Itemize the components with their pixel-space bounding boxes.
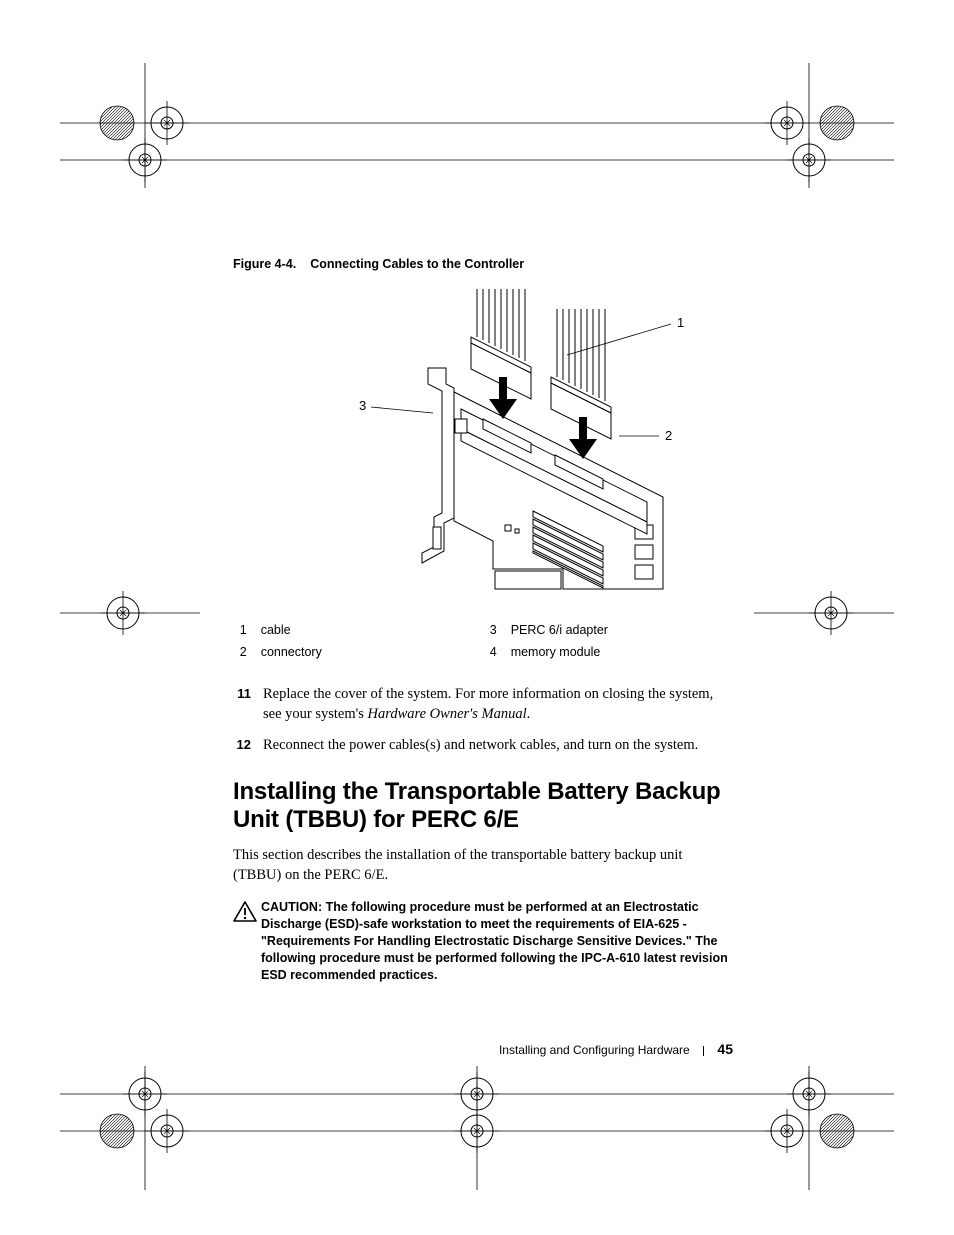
- step-text: Reconnect the power cables(s) and networ…: [263, 737, 698, 753]
- key-label: cable: [257, 619, 483, 641]
- step-text-em: Hardware Owner's Manual: [368, 706, 527, 722]
- step-text-post: .: [527, 706, 531, 722]
- svg-text:3: 3: [359, 398, 366, 413]
- key-label: memory module: [507, 641, 733, 663]
- key-label: PERC 6/i adapter: [507, 619, 733, 641]
- footer-chapter: Installing and Configuring Hardware: [499, 1043, 690, 1057]
- key-num: 1: [233, 619, 257, 641]
- step-item: 12 Reconnect the power cables(s) and net…: [233, 736, 733, 756]
- key-num: 2: [233, 641, 257, 663]
- caution-text: CAUTION: The following procedure must be…: [261, 899, 733, 983]
- svg-text:2: 2: [665, 428, 672, 443]
- figure-key-table: 1 cable 3 PERC 6/i adapter 2 connectory …: [233, 619, 733, 663]
- intro-paragraph: This section describes the installation …: [233, 846, 733, 885]
- page-root: Figure 4-4. Connecting Cables to the Cont…: [0, 0, 954, 1235]
- footer-page-number: 45: [717, 1041, 733, 1057]
- caution-label: CAUTION:: [261, 900, 326, 914]
- steps-list: 11 Replace the cover of the system. For …: [233, 685, 733, 756]
- step-number: 12: [233, 736, 263, 756]
- content-column: Figure 4-4. Connecting Cables to the Cont…: [233, 257, 733, 984]
- key-label: connectory: [257, 641, 483, 663]
- key-num: 3: [483, 619, 507, 641]
- caution-body: The following procedure must be performe…: [261, 900, 728, 982]
- step-body: Reconnect the power cables(s) and networ…: [263, 736, 733, 756]
- figure-diagram: 1 2 3: [233, 289, 733, 609]
- step-number: 11: [233, 685, 263, 724]
- key-num: 4: [483, 641, 507, 663]
- section-heading: Installing the Transportable Battery Bac…: [233, 778, 733, 835]
- caution-block: CAUTION: The following procedure must be…: [233, 899, 733, 983]
- figure-caption: Figure 4-4. Connecting Cables to the Cont…: [233, 257, 733, 271]
- figure-caption-prefix: Figure 4-4.: [233, 257, 296, 271]
- step-body: Replace the cover of the system. For mor…: [263, 685, 733, 724]
- figure-caption-text: Connecting Cables to the Controller: [310, 257, 524, 271]
- page-footer: Installing and Configuring Hardware 45: [233, 1041, 733, 1057]
- svg-text:1: 1: [677, 315, 684, 330]
- step-item: 11 Replace the cover of the system. For …: [233, 685, 733, 724]
- caution-icon: [233, 899, 261, 928]
